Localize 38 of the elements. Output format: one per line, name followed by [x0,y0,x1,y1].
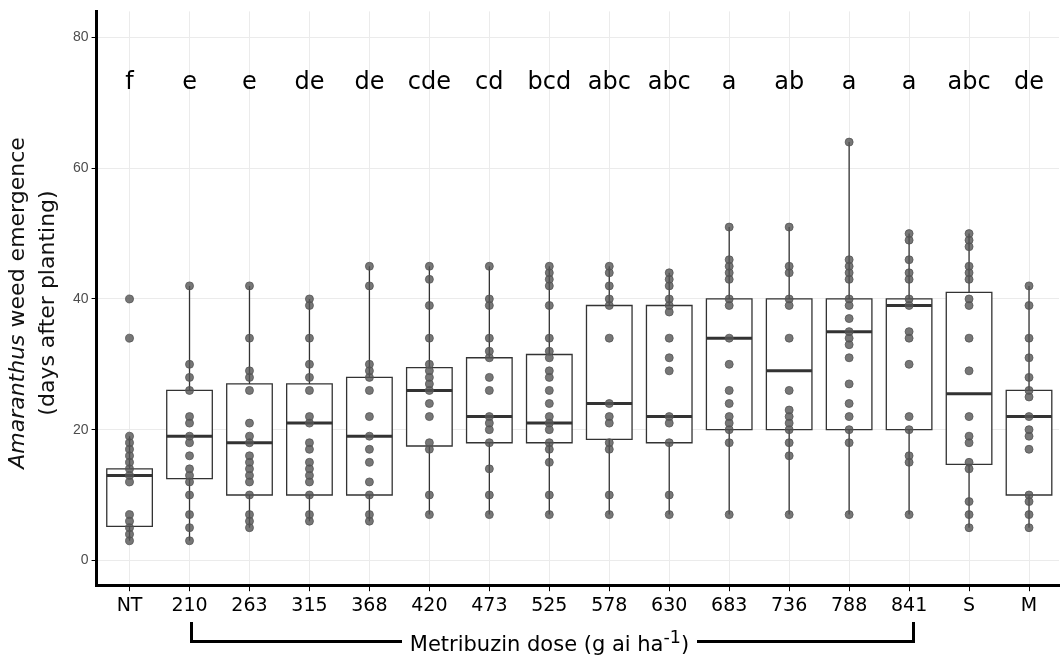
x-tick-label: 841 [890,592,928,615]
annotation: abc [647,67,691,96]
x-tick-label: 473 [471,592,508,615]
annotation: f [125,67,135,96]
x-tick-label: NT [116,592,143,615]
x-tick-label: 263 [231,592,268,615]
annotation: a [721,67,737,96]
x-tick-label: 683 [711,592,748,615]
x-tick-label: M [1020,592,1038,615]
x-tick-label: 210 [171,592,208,615]
x-tick-label: 630 [651,592,688,615]
annotation: abc [947,67,991,96]
annotation: e [182,67,197,96]
y-tick-label: 80 [72,28,89,45]
y-tick-label: 0 [80,551,89,568]
annotation: cde [407,67,451,96]
x-tick-label: 525 [531,592,568,615]
annotation: e [242,67,257,96]
x-tick-label: 736 [771,592,808,615]
annotation: de [294,67,325,96]
annotation: abc [587,67,631,96]
annotation: a [901,67,917,96]
annotation: ab [774,67,805,96]
annotation: a [841,67,857,96]
annotation: de [354,67,385,96]
x-tick-label: S [963,592,976,615]
y-tick-label: 60 [72,159,89,176]
x-tick-label: 578 [591,592,628,615]
annotation: de [1014,67,1045,96]
annotation: bcd [527,67,572,96]
x-tick-label: 420 [411,592,448,615]
annotation: cd [475,67,504,96]
x-tick-label: 788 [830,592,868,615]
x-tick-label: 368 [351,592,388,615]
y-tick-label: 20 [72,420,89,437]
y-tick-label: 40 [72,289,89,306]
x-tick-label: 315 [291,592,328,615]
x-axis-title: Metribuzin dose (g ai ha$^{-1}$) [401,627,698,656]
